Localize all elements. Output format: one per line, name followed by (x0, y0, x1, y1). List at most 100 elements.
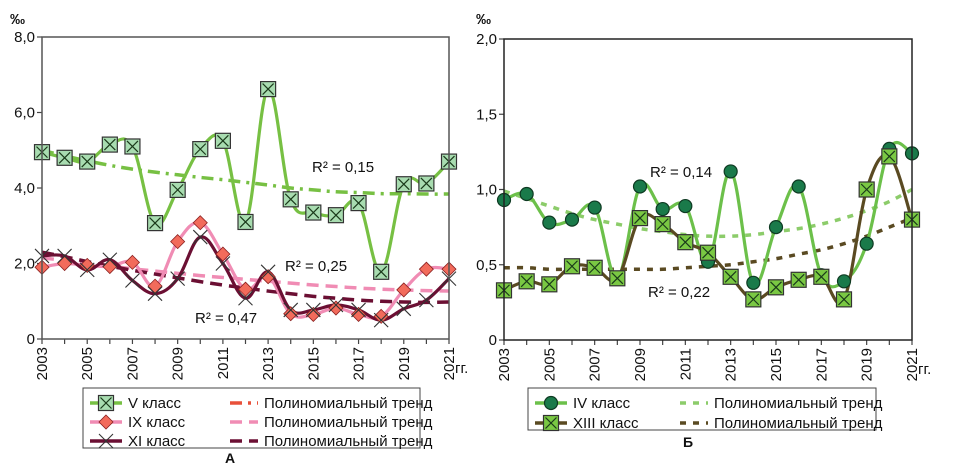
legend-label: Полиномиальный тренд (264, 395, 433, 412)
data-point-1-2011 (677, 234, 694, 251)
data-point-0-2010 (655, 201, 670, 217)
legend-swatch-marker (543, 395, 559, 411)
legend-swatch-marker (98, 414, 114, 430)
chart-a-panel-label: А (225, 450, 235, 466)
data-point-1-2013 (260, 269, 276, 285)
data-point-0-2007 (587, 200, 602, 215)
data-point-1-2014 (745, 291, 762, 308)
x-tick-label: 2021 (904, 348, 921, 381)
data-point-0-2019 (859, 236, 874, 251)
x-tick-label: 2013 (260, 347, 277, 380)
data-point-2-2007 (125, 273, 140, 288)
legend-label: XI класс (128, 433, 186, 450)
chart-a-frame (41, 36, 450, 340)
data-point-1-2017 (813, 268, 830, 285)
x-tick-label: 2017 (813, 348, 830, 381)
data-point-2-2019 (396, 301, 412, 317)
x-tick-label: 2017 (351, 347, 368, 380)
data-point-0-2019 (395, 176, 412, 193)
chart-a: ‰ 0 2,0 4,0 6,0 8,0 2003 2005 2007 2009 2011 2013… (10, 11, 468, 466)
data-point-1-2016 (790, 271, 807, 288)
data-point-0-2008 (146, 215, 164, 232)
data-point-2-2012 (238, 290, 253, 306)
data-point-1-2018 (373, 308, 389, 324)
y-tick-label: 0 (489, 332, 497, 349)
data-point-1-2010 (192, 215, 208, 231)
data-point-0-2018 (836, 274, 852, 289)
chart-b-r2-xiii: R² = 0,22 (648, 284, 710, 301)
x-tick-label: 2007 (124, 347, 141, 380)
data-point-0-2015 (305, 204, 322, 221)
legend-item-series-0: IV класс (535, 395, 631, 412)
y-tick-label: 6,0 (14, 105, 35, 122)
data-point-1-2015 (767, 279, 785, 296)
data-point-1-2009 (631, 209, 649, 227)
x-tick-label: 2015 (768, 348, 785, 381)
data-point-0-2007 (124, 138, 141, 155)
y-tick-label: 0 (27, 331, 35, 348)
trend-line-0 (503, 187, 913, 239)
chart-b-legend: IV класс Полиномиальный тренд XIII класс По… (527, 387, 883, 432)
legend-label: IX класс (128, 414, 186, 431)
data-point-0-2006 (564, 212, 580, 227)
data-point-1-2009 (170, 234, 186, 250)
legend-item-series-2: XI класс (90, 433, 186, 450)
chart-b: ‰ 0 0,5 1,0 1,5 2,0 2003 2005 2007 2009 2011 2013… (476, 11, 931, 450)
data-point-1-2004 (518, 273, 535, 290)
x-tick-label: 2005 (541, 348, 558, 381)
x-tick-label: 2013 (723, 348, 740, 381)
chart-b-xlabel: гг. (918, 361, 931, 378)
data-point-2-2018 (373, 312, 389, 328)
data-point-0-2004 (56, 149, 73, 166)
legend-item-trend-0: Полиномиальный тренд (230, 395, 433, 412)
data-point-2-2008 (147, 286, 163, 302)
data-point-2-2015 (305, 302, 321, 318)
legend-item-trend-2: Полиномиальный тренд (230, 433, 433, 450)
legend-item-trend-0: Полиномиальный тренд (680, 395, 883, 412)
data-point-2-2016 (328, 297, 344, 313)
trend-line-0 (41, 148, 450, 196)
legend-label: Полиномиальный тренд (714, 415, 883, 432)
data-point-1-2007 (586, 259, 603, 276)
x-tick-label: 2011 (215, 347, 232, 379)
data-point-1-2011 (215, 246, 231, 262)
data-point-2-2010 (192, 229, 208, 245)
series-line-0 (41, 87, 451, 274)
data-point-1-2016 (328, 300, 344, 316)
data-point-0-2013 (723, 164, 738, 179)
data-point-1-2015 (305, 306, 321, 323)
data-point-0-2016 (327, 207, 345, 224)
x-tick-label: 2003 (496, 348, 513, 381)
legend-label: Полиномиальный тренд (264, 433, 433, 450)
x-tick-label: 2005 (79, 347, 96, 380)
chart-b-frame (503, 38, 913, 341)
chart-b-ylabel: ‰ (476, 11, 491, 28)
legend-label: Полиномиальный тренд (714, 395, 883, 412)
chart-a-ylabel: ‰ (10, 11, 25, 28)
data-point-0-2011 (214, 132, 231, 149)
data-point-1-2010 (654, 216, 671, 233)
chart-a-legend: V класс Полиномиальный тренд IX класс Полин… (82, 387, 433, 450)
data-point-1-2019 (396, 282, 412, 298)
data-point-0-2010 (192, 141, 209, 158)
data-point-0-2014 (282, 191, 299, 208)
x-tick-label: 2007 (587, 348, 604, 381)
x-tick-label: 2021 (441, 347, 458, 380)
data-point-0-2018 (373, 263, 390, 280)
legend-item-series-1: IX класс (90, 414, 186, 431)
data-point-0-2012 (237, 213, 254, 231)
data-point-0-2005 (542, 215, 557, 230)
legend-item-series-0: V класс (90, 394, 181, 412)
data-point-0-2020 (418, 175, 435, 192)
data-point-1-2005 (79, 257, 95, 273)
y-tick-label: 1,0 (476, 182, 497, 199)
data-point-0-2011 (678, 198, 693, 214)
data-point-2-2005 (79, 262, 95, 278)
legend-swatch-marker (542, 414, 560, 432)
x-tick-label: 2011 (677, 348, 694, 380)
data-point-0-2015 (768, 220, 784, 235)
data-point-1-2019 (858, 181, 875, 198)
x-tick-label: 2009 (632, 348, 649, 381)
data-point-1-2007 (124, 254, 141, 270)
y-tick-label: 4,0 (14, 180, 35, 197)
